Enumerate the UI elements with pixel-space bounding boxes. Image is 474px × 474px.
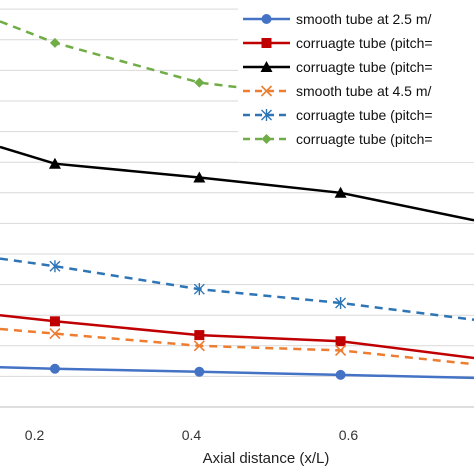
data-point [48,157,61,169]
data-point [193,340,205,352]
data-point [260,85,273,97]
legend: smooth tube at 2.5 m/corruagte tube (pit… [238,6,474,162]
data-point [193,283,205,296]
legend-label: corruagte tube (pitch= [296,131,433,147]
series [0,327,474,366]
x-tick-label: 0.4 [182,427,202,443]
data-point [335,336,346,347]
data-point [194,77,205,88]
data-point [193,171,206,183]
data-point [49,363,60,374]
data-point [49,316,60,327]
data-point [335,344,347,356]
data-point [49,327,61,340]
data-point [260,61,273,72]
x-tick-labels: 0.2 0.4 0.6 [25,427,359,443]
data-point [194,366,205,377]
data-point [261,14,272,24]
legend-label: smooth tube at 2.5 m/ [296,11,432,27]
data-point [261,134,272,144]
legend-label: smooth tube at 4.5 m/ [296,83,432,99]
data-point [49,37,60,48]
legend-background [238,6,474,162]
data-point [194,330,205,341]
series [0,257,474,322]
series [0,363,474,380]
series [0,313,474,360]
x-axis-label: Axial distance (x/L) [203,450,330,467]
legend-label: corruagte tube (pitch= [296,35,433,51]
data-point [261,38,272,48]
data-point [335,296,347,309]
x-tick-label: 0.6 [339,427,359,443]
x-tick-label: 0.2 [25,427,45,443]
data-point [335,369,346,380]
legend-label: corruagte tube (pitch= [296,59,433,75]
legend-label: corruagte tube (pitch= [296,107,433,123]
series [0,145,474,222]
data-point [49,260,61,273]
data-point [261,109,272,121]
data-point [334,186,347,198]
